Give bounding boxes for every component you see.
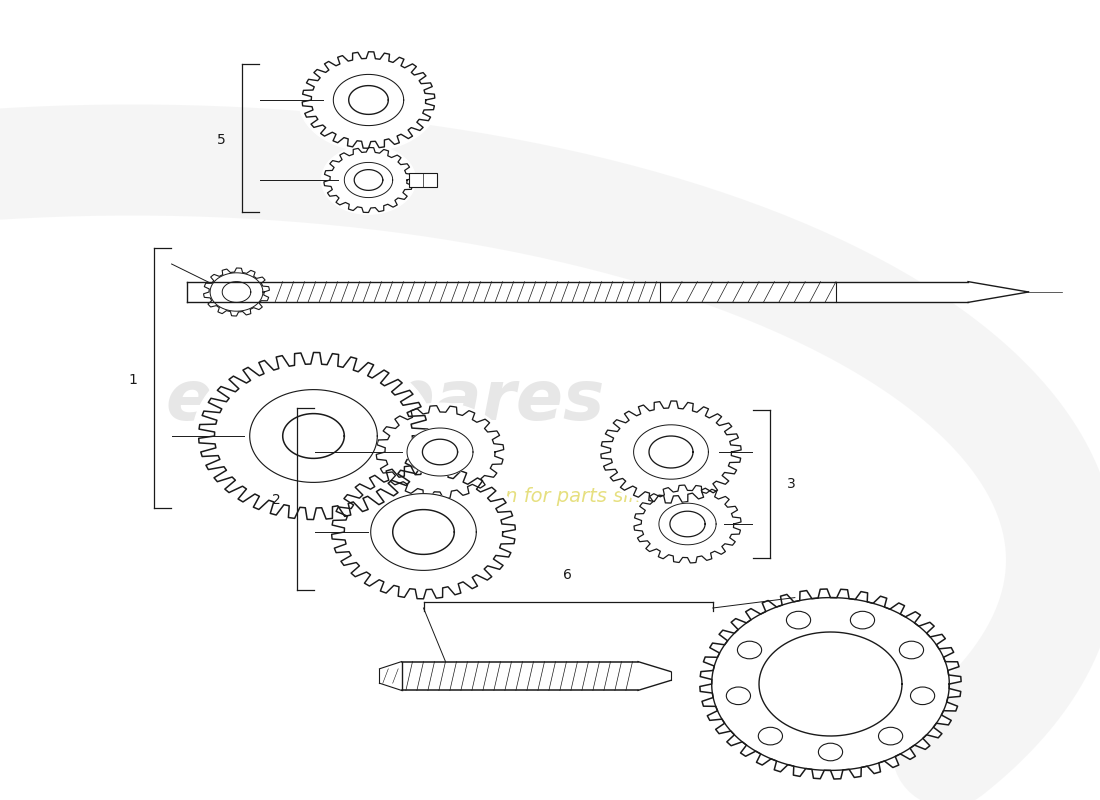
Polygon shape <box>631 483 744 565</box>
Polygon shape <box>700 589 961 779</box>
Polygon shape <box>649 436 693 468</box>
Circle shape <box>737 641 761 659</box>
Circle shape <box>850 611 875 629</box>
Circle shape <box>758 727 782 745</box>
Polygon shape <box>422 439 458 465</box>
Polygon shape <box>659 503 716 545</box>
Polygon shape <box>283 414 344 458</box>
Circle shape <box>911 687 935 705</box>
Polygon shape <box>373 403 507 501</box>
Polygon shape <box>634 425 708 479</box>
FancyBboxPatch shape <box>409 173 437 187</box>
Text: eurospares: eurospares <box>165 366 605 434</box>
Circle shape <box>818 743 843 761</box>
Circle shape <box>900 642 924 659</box>
Polygon shape <box>349 86 388 114</box>
Polygon shape <box>407 428 473 476</box>
Polygon shape <box>321 146 416 214</box>
Text: 5: 5 <box>217 133 226 147</box>
Polygon shape <box>333 74 404 126</box>
Circle shape <box>726 687 750 705</box>
Text: 6: 6 <box>563 568 572 582</box>
Polygon shape <box>323 147 414 213</box>
Polygon shape <box>332 465 515 599</box>
Polygon shape <box>634 485 741 563</box>
Polygon shape <box>199 353 428 519</box>
Polygon shape <box>601 401 741 503</box>
Polygon shape <box>204 268 270 316</box>
Polygon shape <box>376 406 504 498</box>
Circle shape <box>879 727 903 745</box>
Polygon shape <box>393 510 454 554</box>
Polygon shape <box>759 632 902 736</box>
Polygon shape <box>192 348 434 524</box>
Polygon shape <box>354 170 383 190</box>
Text: 2: 2 <box>272 493 280 507</box>
Circle shape <box>786 611 811 629</box>
Polygon shape <box>344 162 393 198</box>
Polygon shape <box>250 390 377 482</box>
Polygon shape <box>371 494 476 570</box>
Polygon shape <box>302 52 434 148</box>
Text: 3: 3 <box>786 477 795 491</box>
Text: 1: 1 <box>129 373 138 387</box>
Text: a passion for parts since 1985: a passion for parts since 1985 <box>425 486 719 506</box>
Polygon shape <box>597 398 745 506</box>
Polygon shape <box>670 511 705 537</box>
Polygon shape <box>327 462 520 602</box>
Polygon shape <box>299 50 438 150</box>
